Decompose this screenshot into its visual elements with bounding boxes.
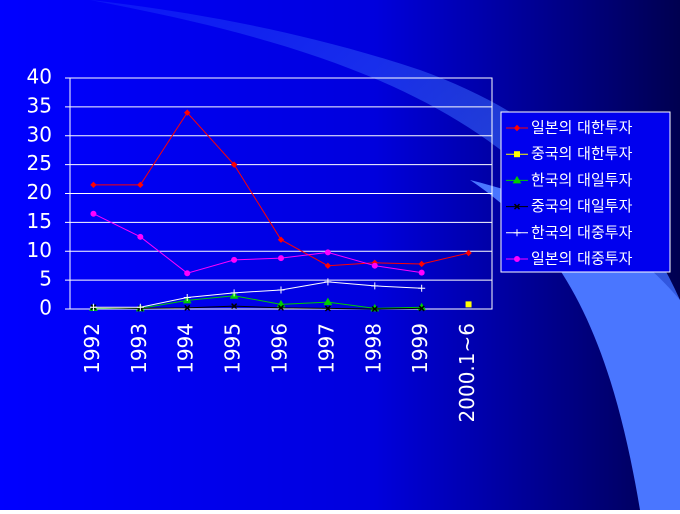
marker — [324, 278, 332, 286]
marker — [513, 229, 521, 237]
x-tick-label: 1997 — [314, 323, 338, 374]
x-tick-label: 1993 — [127, 323, 151, 374]
series-line — [93, 281, 422, 308]
marker — [512, 175, 522, 184]
y-tick-label: 0 — [39, 296, 52, 320]
marker — [90, 181, 97, 189]
marker — [465, 249, 472, 257]
legend-label: 일본의 대중투자 — [531, 250, 633, 268]
marker — [231, 256, 238, 263]
marker — [230, 289, 238, 297]
legend-label: 중국의 대한투자 — [531, 145, 633, 163]
x-tick-label: 1994 — [174, 323, 198, 374]
x-tick-label: 1995 — [221, 323, 245, 374]
y-tick-label: 5 — [39, 267, 52, 291]
x-tick-label: 1998 — [361, 323, 385, 374]
y-tick-label: 35 — [27, 93, 52, 117]
marker — [514, 151, 520, 158]
marker — [418, 305, 425, 312]
legend — [500, 111, 671, 273]
marker — [137, 233, 144, 240]
marker — [231, 303, 238, 310]
x-tick-label: 1992 — [80, 323, 104, 374]
marker — [324, 262, 332, 269]
marker — [230, 161, 238, 168]
marker — [90, 210, 97, 217]
marker — [277, 286, 285, 294]
y-tick-label: 10 — [27, 238, 52, 262]
x-tick-label: 2000.1~6 — [455, 323, 479, 422]
series-line — [93, 213, 422, 274]
y-tick-label: 20 — [27, 180, 52, 204]
marker — [324, 249, 331, 256]
marker — [323, 297, 333, 306]
x-tick-label: 1996 — [268, 323, 292, 374]
y-tick-label: 40 — [27, 65, 52, 89]
series-line — [93, 295, 422, 309]
marker — [277, 236, 285, 243]
legend-label: 한국의 대중투자 — [531, 223, 633, 241]
marker — [184, 109, 191, 116]
marker — [418, 284, 426, 292]
y-tick-label: 15 — [27, 209, 52, 233]
marker — [513, 203, 521, 210]
legend-label: 한국의 대일투자 — [531, 171, 633, 189]
marker — [371, 262, 378, 269]
marker — [184, 304, 191, 311]
marker — [324, 305, 331, 312]
marker — [371, 305, 378, 313]
marker — [418, 269, 425, 276]
marker — [514, 256, 520, 262]
marker — [183, 293, 191, 301]
y-tick-label: 30 — [27, 122, 52, 146]
marker — [465, 301, 472, 308]
legend-label: 중국의 대일투자 — [531, 197, 633, 215]
marker — [89, 303, 97, 311]
marker — [184, 270, 191, 277]
x-tick-label: 1999 — [408, 323, 432, 374]
marker — [136, 303, 144, 311]
marker — [371, 282, 379, 290]
marker — [277, 304, 285, 311]
marker — [513, 124, 521, 132]
marker — [418, 260, 425, 268]
y-tick-label: 25 — [27, 151, 52, 175]
marker — [137, 181, 144, 189]
marker — [278, 255, 284, 262]
series-line — [93, 305, 422, 310]
legend-label: 일본의 대한투자 — [531, 119, 633, 137]
